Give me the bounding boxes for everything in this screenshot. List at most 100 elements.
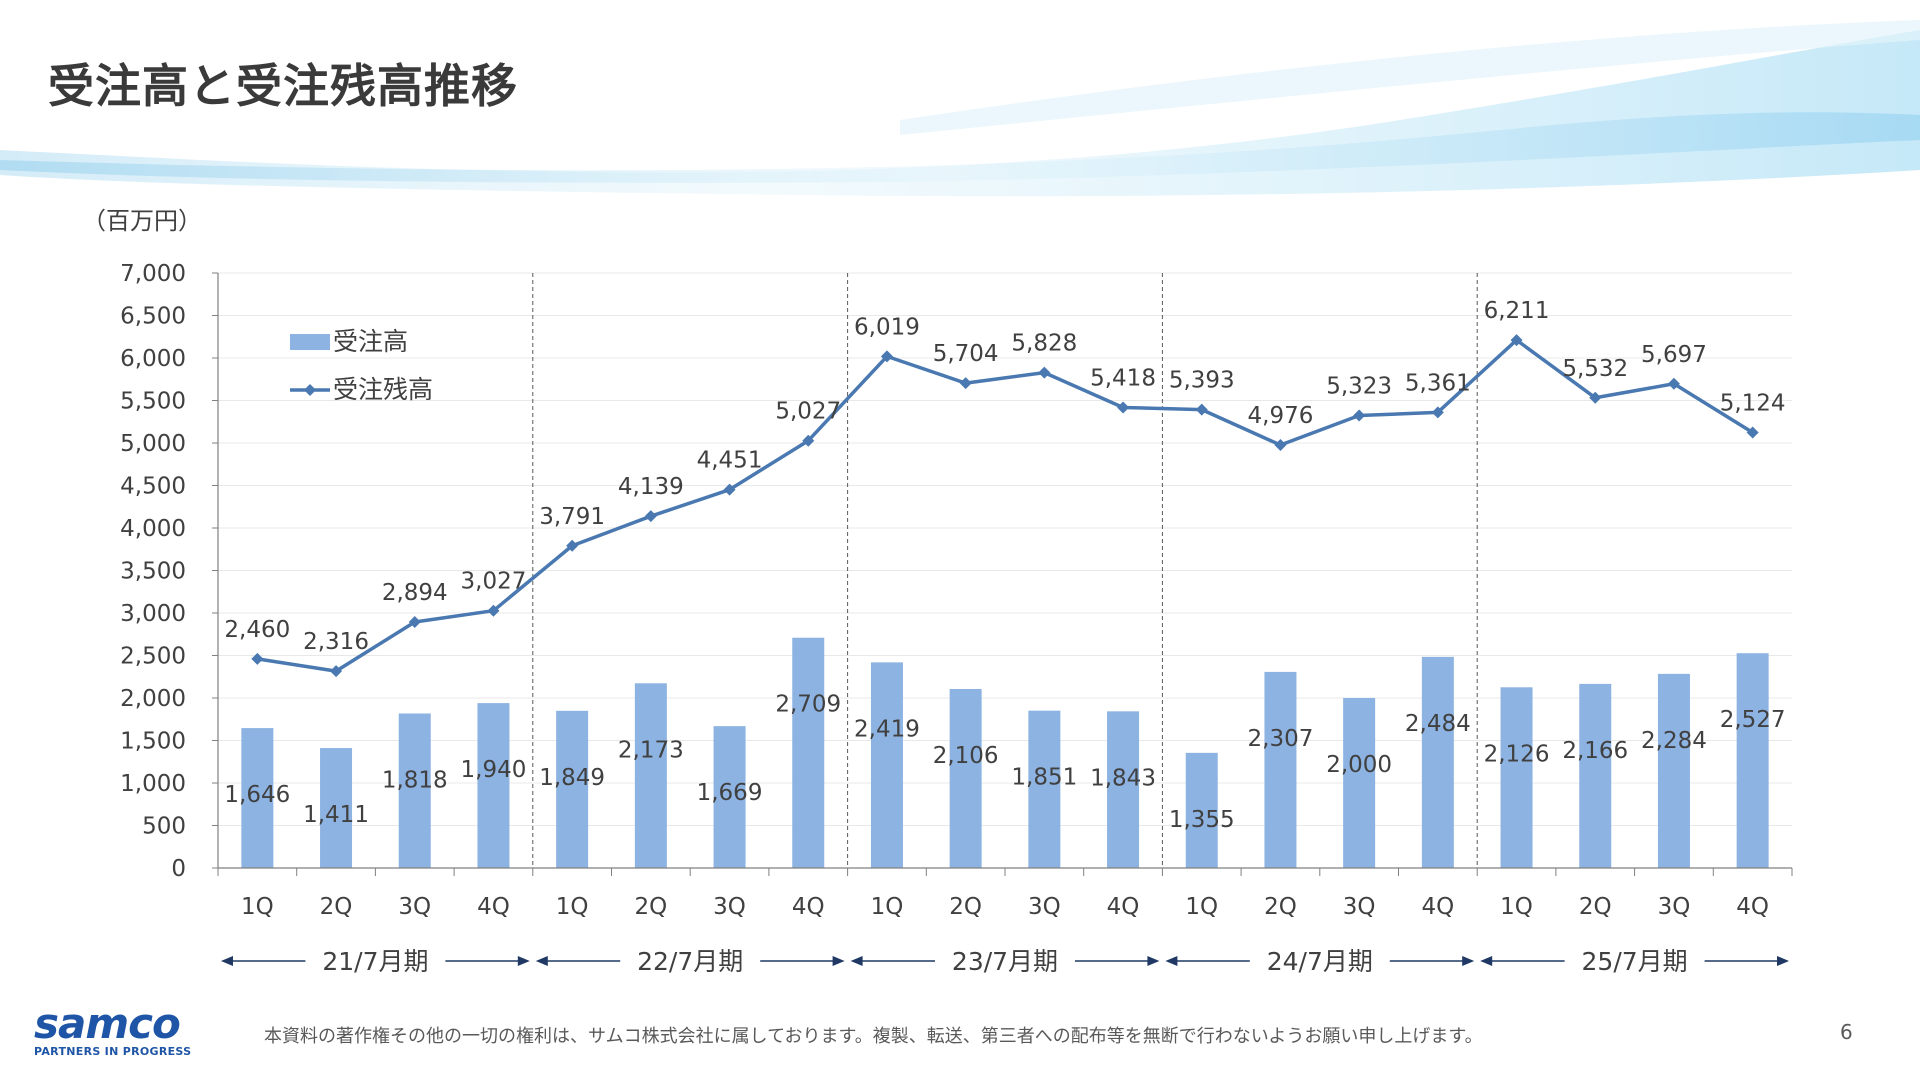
backlog-marker [1038,366,1051,379]
order-bar [398,713,431,868]
axes: 0 500 1,000 1,500 2,000 2,500 3,000 3,500 4,000 4… [120,261,1793,976]
backlog-marker [802,434,815,447]
backlog-marker [566,539,579,552]
x-category-label: 3Q [1343,894,1376,920]
header-wave-decoration [0,20,1920,197]
y-tick-label: 7,000 [120,261,186,287]
y-tick-label: 500 [142,814,186,840]
backlog-marker [1510,334,1523,347]
backlog-marker [487,604,500,617]
unit-label: （百万円） [82,207,202,235]
order-value-label: 1,940 [461,757,527,783]
legend-line-marker [304,384,316,396]
y-tick-label: 0 [171,856,186,882]
y-tick-label: 3,500 [120,559,186,585]
backlog-marker [1274,439,1287,452]
backlog-marker [959,377,972,390]
backlog-value-label: 5,361 [1405,370,1471,396]
copyright-notice: 本資料の著作権その他の一切の権利は、サムコ株式会社に属しております。複製、転送、… [264,1026,1483,1047]
backlog-value-label: 5,532 [1562,356,1628,382]
x-category-label: 1Q [241,894,274,920]
y-tick-label: 6,000 [120,346,186,372]
y-tick-label: 4,500 [120,474,186,500]
order-value-label: 2,126 [1484,741,1550,767]
order-value-label: 2,284 [1641,728,1707,754]
arrow-head-left [535,956,548,966]
backlog-marker [644,510,657,523]
y-tick-label: 2,500 [120,644,186,670]
y-tick-label: 5,500 [120,389,186,415]
backlog-value-label: 5,323 [1326,374,1392,400]
period-label: 22/7月期 [637,947,743,976]
y-tick-label: 1,000 [120,771,186,797]
backlog-value-label: 4,451 [697,448,763,474]
backlog-marker [1117,401,1130,414]
arrow-head-right [517,956,530,966]
backlog-marker [1431,406,1444,419]
order-bar [1264,671,1297,868]
x-category-label: 3Q [713,894,746,920]
backlog-value-label: 2,460 [224,617,290,643]
order-bar [949,688,982,868]
samco-logo: samco PARTNERS IN PROGRESS [34,999,214,1060]
arrow-head-left [221,956,233,966]
backlog-value-label: 3,791 [539,504,605,530]
x-category-label: 4Q [1107,894,1140,920]
arrow-head-right [832,956,845,966]
logo-wordmark: samco [34,999,181,1048]
order-value-label: 1,355 [1169,807,1235,833]
order-bar [792,637,825,868]
period-label: 23/7月期 [952,947,1058,976]
order-bar [1107,711,1140,868]
order-value-label: 1,411 [303,802,369,828]
order-bar [1028,710,1061,868]
order-value-label: 2,173 [618,737,684,763]
backlog-marker [1746,426,1759,439]
order-bar [1421,656,1454,868]
y-tick-label: 4,000 [120,516,186,542]
backlog-marker [1195,403,1208,416]
y-tick-label: 6,500 [120,304,186,330]
arrow-head-left [1165,956,1178,966]
x-category-label: 3Q [1028,894,1061,920]
order-value-label: 2,106 [933,743,999,769]
order-bar [1185,752,1218,868]
backlog-value-label: 5,697 [1641,342,1707,368]
period-label: 21/7月期 [322,947,428,976]
x-category-label: 2Q [320,894,353,920]
period-separators [532,273,1478,868]
backlog-value-label: 4,976 [1248,403,1314,429]
legend-line-label: 受注残高 [333,375,433,404]
order-bar [1343,698,1376,868]
order-bar [713,726,746,868]
order-bar [556,710,589,868]
order-value-label: 2,709 [775,692,841,718]
x-category-label: 4Q [1421,894,1454,920]
page-title: 受注高と受注残高推移 [48,59,518,113]
order-value-label: 1,843 [1090,765,1156,791]
order-value-label: 2,166 [1562,738,1628,764]
backlog-marker [1589,391,1602,404]
order-bar [1736,653,1769,868]
arrow-head-left [1480,956,1493,966]
arrow-head-right [1462,956,1475,966]
x-category-label: 2Q [949,894,982,920]
backlog-value-label: 5,828 [1011,331,1077,357]
x-category-label: 2Q [634,894,667,920]
backlog-marker [880,350,893,363]
page-number: 6 [1840,1020,1853,1044]
order-bar [634,683,667,868]
order-bar [1500,687,1533,868]
backlog-value-label: 6,211 [1484,298,1550,324]
x-category-label: 1Q [1500,894,1533,920]
backlog-value-label: 2,894 [382,580,448,606]
order-value-label: 1,851 [1011,765,1077,791]
x-category-label: 3Q [398,894,431,920]
logo-tagline: PARTNERS IN PROGRESS [34,1045,192,1058]
x-category-label: 4Q [477,894,510,920]
backlog-value-label: 4,139 [618,474,684,500]
legend-bar-label: 受注高 [333,327,408,356]
order-bar [477,703,510,868]
